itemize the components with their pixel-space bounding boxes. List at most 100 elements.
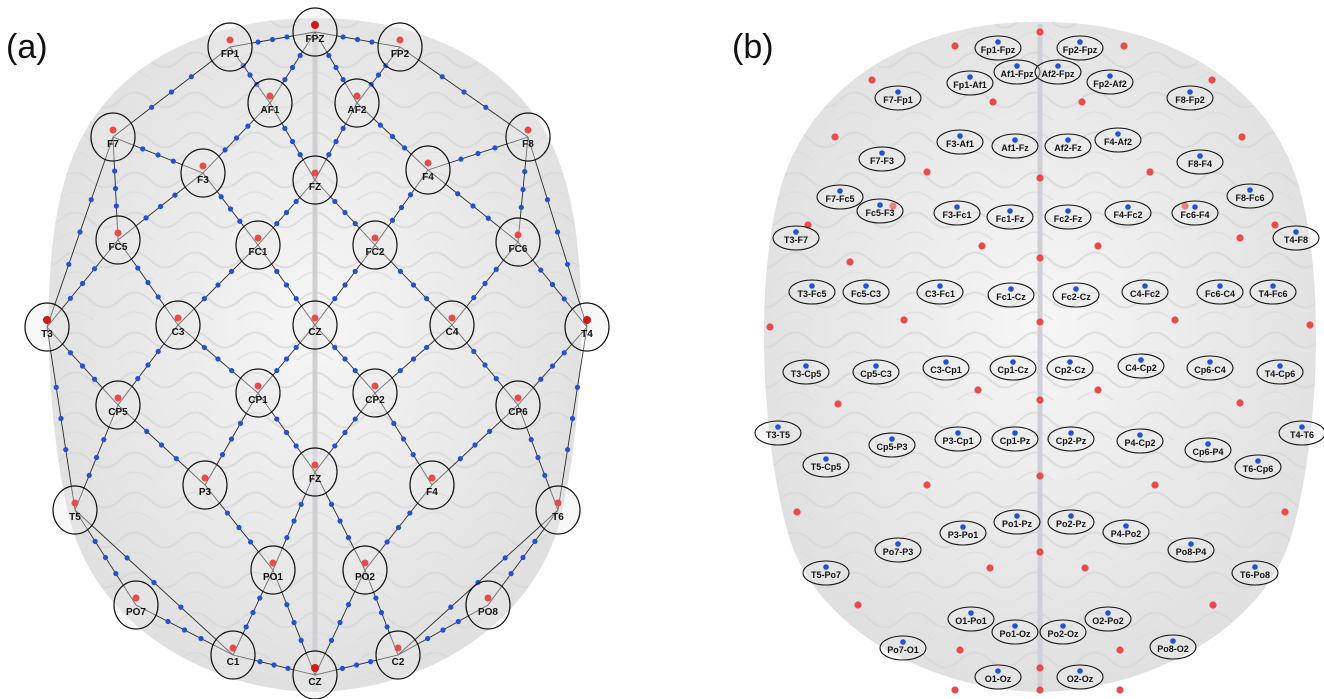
pair-label: F3-Fc1 [942,210,971,220]
electrode-ring [353,369,397,417]
electrode-o2: C2 [376,631,420,679]
connection-dot-15-1 [520,187,525,192]
connection-dot-41-1 [229,436,234,441]
connection-dot-21-2 [486,216,491,221]
electrode-t4: T4 [565,303,609,351]
pair-label: O2-Po2 [1092,616,1124,626]
connection-dot-40-2 [174,456,179,461]
pair-dot [1077,668,1083,674]
connection-dot-20-1 [399,205,404,210]
electrode-label: PO2 [355,572,375,583]
pair-label: T6-Po8 [1240,570,1270,580]
connection-dot-28-0 [398,269,403,274]
connection-dot-34-0 [294,345,299,350]
pair-label: C3-Cp1 [930,365,962,375]
electrode-dot-b-25 [1306,321,1313,328]
electrode-dot [202,475,209,482]
connection-dot-18-1 [284,210,289,215]
electrode-ring [376,631,420,679]
pair-dot [1060,623,1066,629]
connection-dot-5-1 [376,72,381,77]
electrode-label: PO1 [263,572,283,583]
pair-label: T6-Cp6 [1243,464,1274,474]
pair-label: F7-Fc5 [825,194,854,204]
connection-dot-40-0 [144,429,149,434]
electrode-f8: F8 [506,113,550,161]
connection-dot-62-1 [58,416,63,421]
connection-dot-22-0 [92,266,97,271]
pair-label: C4-Fc2 [1130,289,1160,299]
connection-dot-19-0 [332,199,337,204]
pair-dot [1012,623,1018,629]
electrode-label: F8 [522,139,534,150]
connection-dot-46-1 [103,555,108,560]
pair-label: Af2-Fz [1054,143,1082,153]
electrode-dot [270,560,277,567]
electrode-dot-b-40 [1209,601,1216,608]
electrode-label: FZ [309,182,321,193]
electrode-dot-b-39 [854,601,861,608]
electrode-pz: FZ [293,448,337,496]
connection-dot-57-2 [385,624,390,629]
pair-dot [960,524,966,530]
pair-label: O1-Po1 [955,616,987,626]
connection-dot-16-0 [172,193,177,198]
pair-label: F7-Fp1 [883,95,913,105]
connection-dot-30-2 [92,377,97,382]
electrode-ring [466,581,510,629]
pair-dot [1247,187,1253,193]
electrode-cp1: CP1 [236,369,280,417]
connection-dot-11-1 [390,134,395,139]
connection-dot-57-0 [373,595,378,600]
pair-label: Po1-Pz [1002,519,1033,529]
electrode-dot-b-6 [1078,98,1085,105]
connection-dot-61-1 [555,229,560,234]
electrode-ring [506,113,550,161]
electrode-fc2: FC2 [353,221,397,269]
electrode-dot [200,163,207,170]
connection-dot-13-1 [475,151,480,156]
electrode-dot-b-26 [974,386,981,393]
pair-label: T3-Fc5 [797,289,826,299]
electrode-dot [311,664,319,672]
pair-dot [1138,357,1144,363]
pair-dot [1065,208,1071,214]
pair-dot [793,229,799,235]
electrode-label: CP2 [365,395,385,406]
electrode-label: FC1 [249,247,268,258]
connection-dot-63-2 [565,447,570,452]
electrode-label: FP2 [391,49,410,60]
connection-dot-9-0 [282,126,287,131]
electrode-dot-b-46 [1036,686,1043,693]
pair-dot [957,133,963,139]
bipolar-pair-p4-po2: P4-Po2 [1103,520,1149,544]
bipolar-pair-c3-fc1: C3-Fc1 [917,280,963,304]
connection-dot-6-0 [189,74,194,79]
pair-label: Po2-Pz [1056,519,1087,529]
connection-dot-25-2 [202,296,207,301]
connection-dot-24-0 [135,265,140,270]
connection-dot-29-2 [471,295,476,300]
electrode-dot-b-28 [834,400,841,407]
electrode-ring [410,461,454,509]
connection-dot-61-2 [565,262,570,267]
pair-label: Fp1-Af1 [953,80,987,90]
bipolar-pair-t3-f7: T3-F7 [773,226,819,250]
connection-dot-46-0 [93,539,98,544]
electrode-ring [496,218,540,266]
connection-dot-16-2 [143,215,148,220]
electrode-ring [183,461,227,509]
connection-dot-33-2 [229,368,234,373]
connection-dot-49-2 [284,535,289,540]
pair-label: P4-Po2 [1111,529,1142,539]
electrode-dot-b-41 [956,646,963,653]
connection-dot-62-0 [54,385,59,390]
electrode-t3: T3 [25,303,69,351]
connection-dot-36-2 [398,368,403,373]
electrode-dot-b-10 [923,168,930,175]
electrode-ring [406,146,450,194]
pair-label: Po1-Oz [999,629,1031,639]
pair-dot [889,436,895,442]
electrode-label: C2 [392,657,405,668]
pair-label: F4-Af2 [1104,137,1132,147]
